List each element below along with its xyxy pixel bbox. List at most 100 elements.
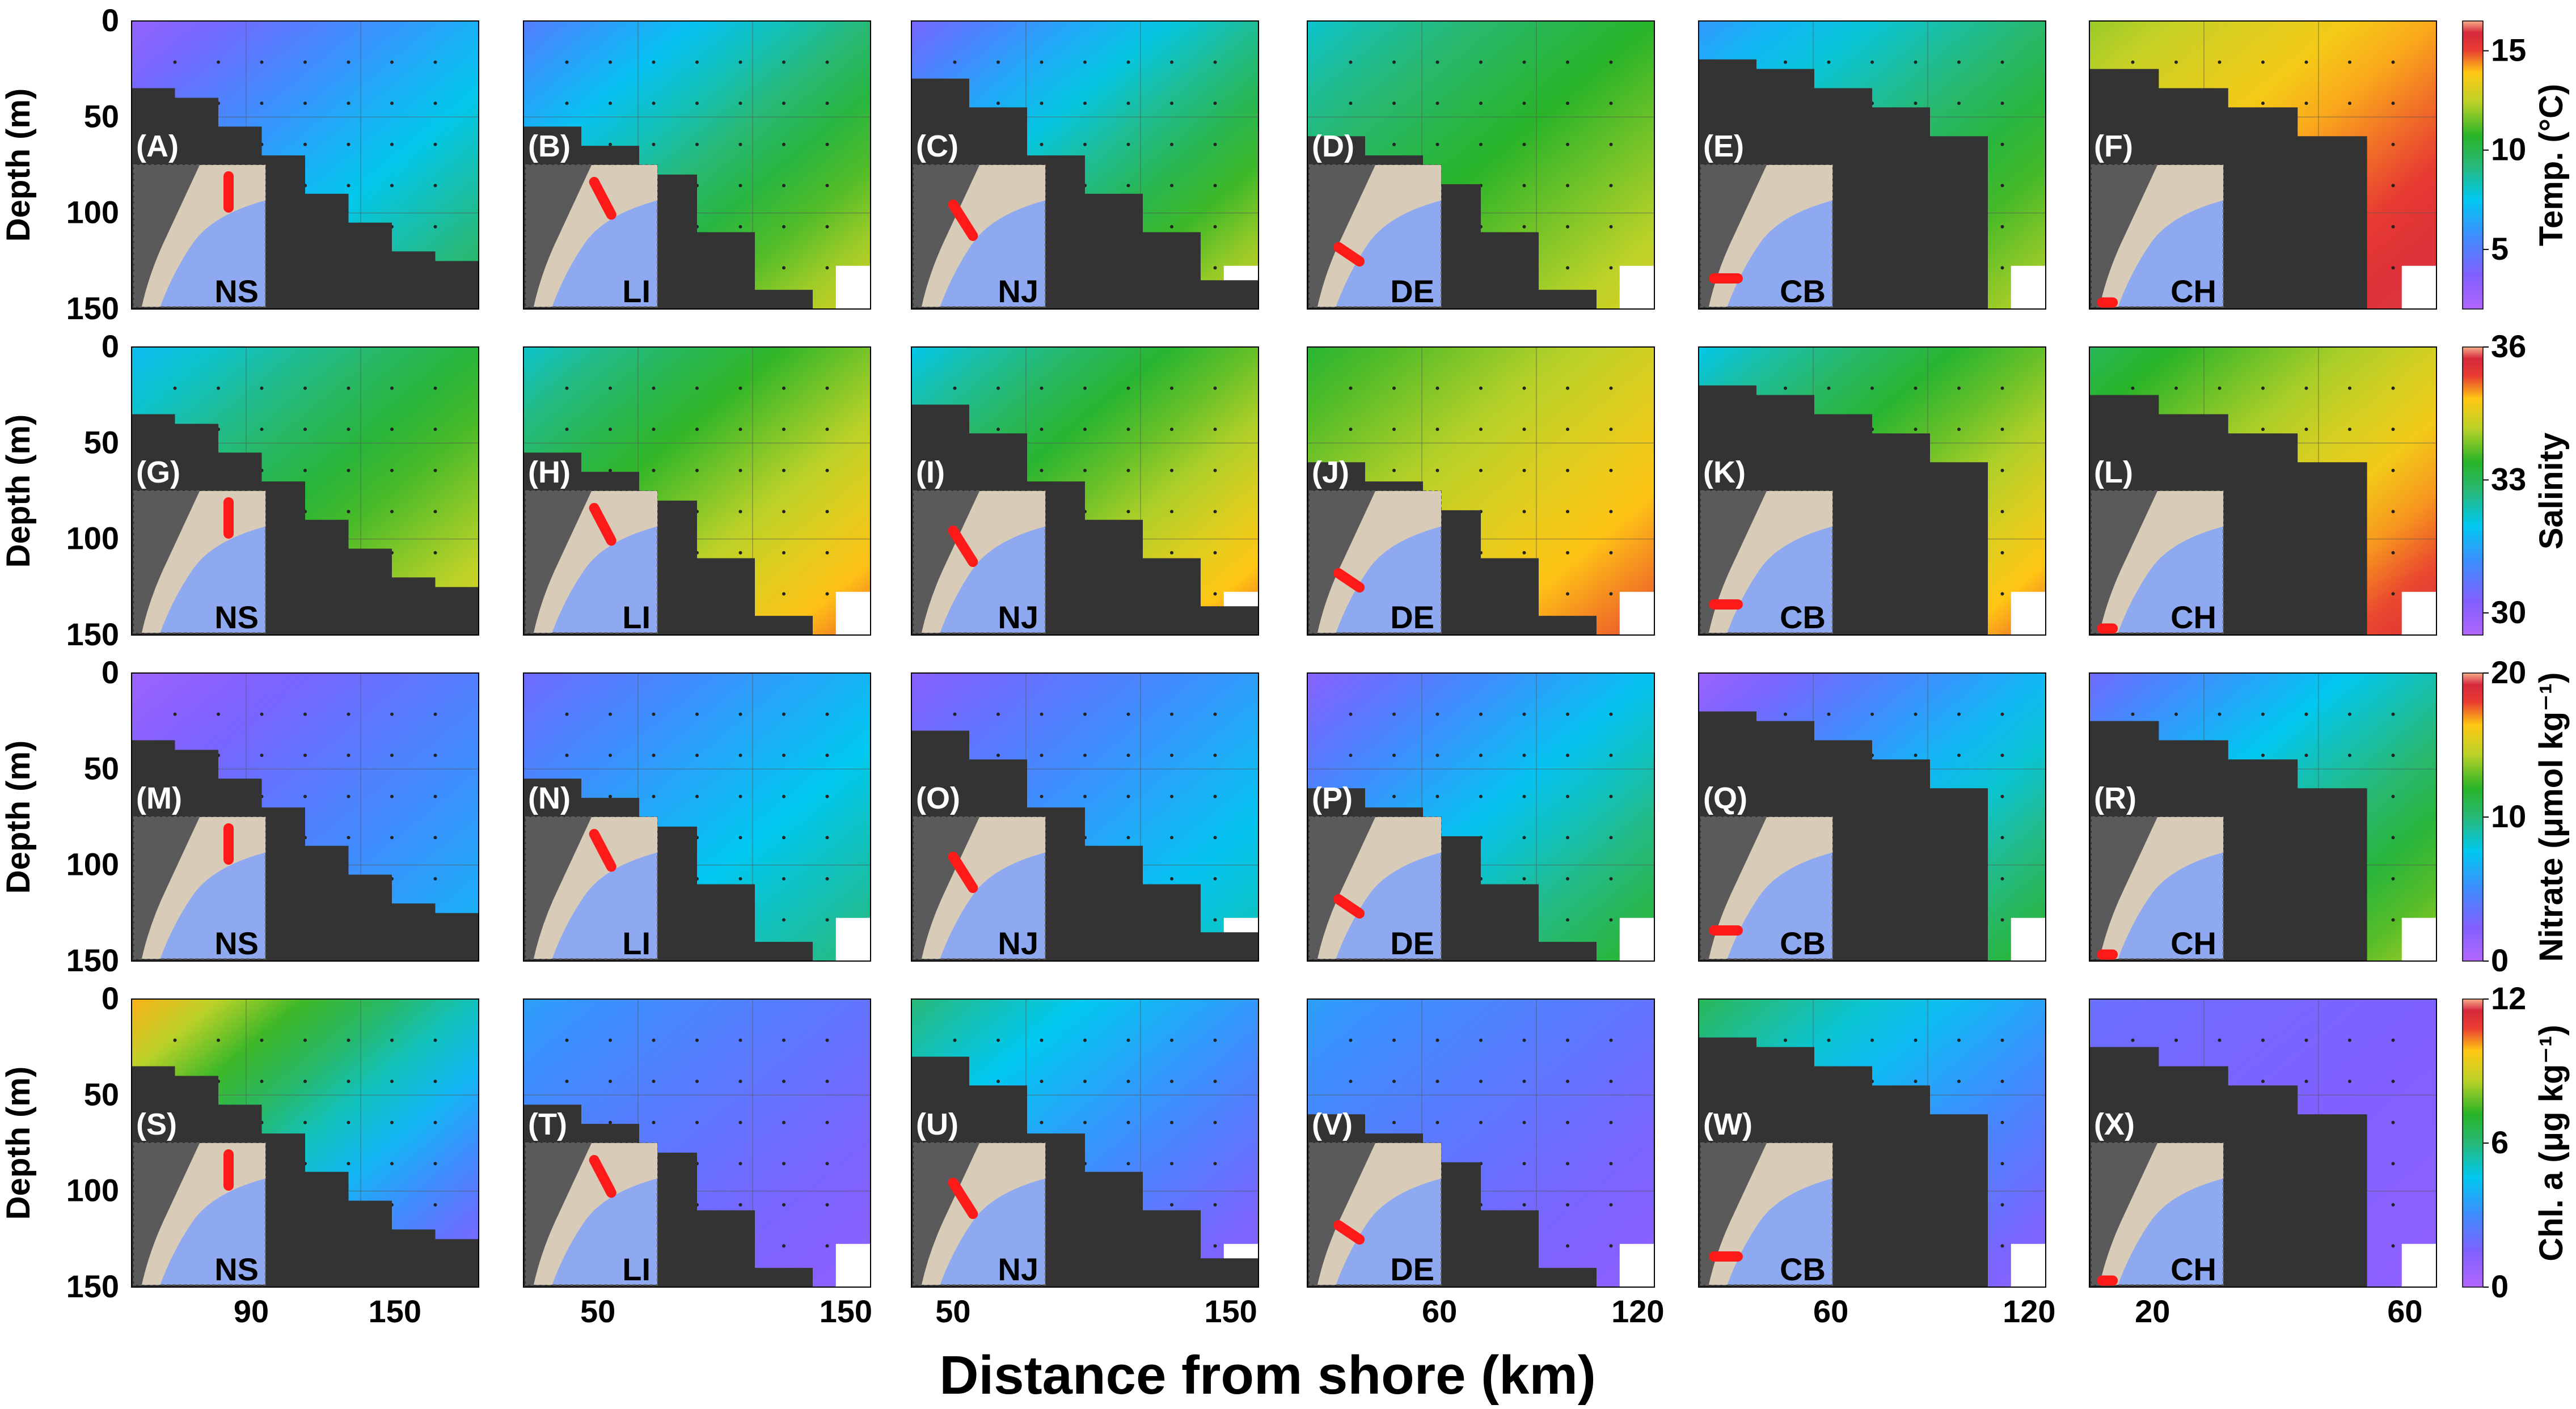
transect-label: DE bbox=[1390, 273, 1434, 309]
sample-point bbox=[1040, 101, 1044, 105]
inset-land-dark bbox=[1310, 1143, 1375, 1285]
sample-point bbox=[1566, 836, 1569, 840]
sample-point bbox=[2000, 60, 2004, 64]
section-panel: (I) NJ bbox=[911, 346, 1259, 636]
sample-point bbox=[1349, 1038, 1353, 1042]
sample-point bbox=[2000, 386, 2004, 390]
transect-label: CB bbox=[1780, 599, 1826, 635]
sample-point bbox=[953, 60, 957, 64]
sample-point bbox=[782, 551, 786, 555]
sample-point bbox=[1566, 712, 1569, 716]
y-axis-title: Depth (m) bbox=[0, 1067, 37, 1220]
sample-point bbox=[1609, 551, 1613, 555]
sample-point bbox=[1566, 386, 1569, 390]
sample-point bbox=[1170, 142, 1173, 146]
sample-point bbox=[825, 101, 829, 105]
sample-point bbox=[347, 428, 350, 431]
sample-point bbox=[1870, 712, 1874, 716]
colorbar: 15 10 5 Temp. (°C) bbox=[2462, 20, 2570, 310]
sample-point bbox=[1083, 712, 1087, 716]
sample-point bbox=[1784, 60, 1787, 64]
no-data-region bbox=[1619, 591, 1654, 635]
sample-point bbox=[2304, 754, 2308, 758]
no-data-region bbox=[2401, 1243, 2436, 1287]
sample-point bbox=[1435, 468, 1439, 472]
panel-letter: (D) bbox=[1312, 129, 1354, 163]
sample-point bbox=[1827, 60, 1831, 64]
sample-point bbox=[2304, 101, 2308, 105]
panel-frame bbox=[131, 998, 479, 1288]
sample-point bbox=[433, 1120, 437, 1124]
no-data-region bbox=[2401, 265, 2436, 309]
sample-point bbox=[347, 712, 350, 716]
sample-point bbox=[1479, 1080, 1483, 1084]
panel-frame bbox=[523, 346, 871, 636]
y-tick-label: 50 bbox=[84, 98, 119, 134]
inset-land-dark bbox=[526, 1143, 592, 1285]
inset-land-dark bbox=[1701, 817, 1767, 959]
colorbar-title: Salinity bbox=[2533, 433, 2570, 549]
colorbar-tick-label: 20 bbox=[2491, 654, 2526, 690]
section-panel: (C) NJ bbox=[911, 20, 1259, 310]
axis-labels: Distance from shore (km) bbox=[939, 1345, 1596, 1406]
inset-land-dark bbox=[914, 817, 979, 959]
sample-point bbox=[782, 1203, 786, 1207]
sample-point bbox=[1566, 794, 1569, 798]
sample-point bbox=[609, 794, 612, 798]
sample-point bbox=[1040, 142, 1044, 146]
sample-point bbox=[1213, 184, 1217, 188]
y-tick-label: 150 bbox=[66, 942, 119, 978]
y-axis-title: Depth (m) bbox=[0, 88, 37, 242]
sample-point bbox=[1040, 468, 1044, 472]
sample-point bbox=[738, 836, 742, 840]
sample-point bbox=[825, 225, 829, 229]
sample-point bbox=[1870, 60, 1874, 64]
sample-point bbox=[2391, 184, 2395, 188]
colorbar-title: Chl. a (μg kg⁻¹) bbox=[2533, 1025, 2570, 1261]
sample-point bbox=[695, 754, 699, 758]
sample-point bbox=[2391, 551, 2395, 555]
sample-point bbox=[1566, 225, 1569, 229]
sample-point bbox=[1213, 918, 1217, 922]
y-tick-label: 150 bbox=[66, 1268, 119, 1304]
sample-point bbox=[782, 754, 786, 758]
sample-point bbox=[1566, 60, 1569, 64]
sample-point bbox=[1170, 794, 1173, 798]
sample-point bbox=[303, 1120, 307, 1124]
sample-point bbox=[2261, 428, 2265, 431]
panel-letter: (C) bbox=[916, 129, 958, 163]
sample-point bbox=[953, 1038, 957, 1042]
sample-point bbox=[433, 1203, 437, 1207]
sample-point bbox=[738, 712, 742, 716]
transect-marker bbox=[589, 1155, 616, 1198]
sample-point bbox=[1957, 1038, 1961, 1042]
sample-point bbox=[825, 1244, 829, 1248]
sample-point bbox=[1083, 142, 1087, 146]
sample-point bbox=[347, 1038, 350, 1042]
sample-point bbox=[2391, 918, 2395, 922]
sample-point bbox=[260, 428, 264, 431]
inset-land-dark bbox=[2092, 165, 2157, 307]
sample-point bbox=[433, 510, 437, 514]
sample-point bbox=[433, 754, 437, 758]
sample-point bbox=[347, 1120, 350, 1124]
sample-point bbox=[303, 1080, 307, 1084]
panel-letter: (B) bbox=[528, 129, 571, 163]
colorbar-title: Temp. (°C) bbox=[2533, 84, 2570, 246]
sample-point bbox=[2000, 1244, 2004, 1248]
sample-point bbox=[695, 1038, 699, 1042]
sample-point bbox=[565, 1080, 569, 1084]
sample-point bbox=[825, 794, 829, 798]
sample-point bbox=[1566, 510, 1569, 514]
sample-point bbox=[1479, 428, 1483, 431]
sample-point bbox=[1392, 386, 1396, 390]
sample-point bbox=[652, 794, 656, 798]
x-axis-title: Distance from shore (km) bbox=[939, 1345, 1596, 1406]
sample-point bbox=[433, 877, 437, 881]
section-panel: (P) DE bbox=[1307, 672, 1655, 962]
sample-point bbox=[303, 101, 307, 105]
sample-point bbox=[347, 510, 350, 514]
sample-point bbox=[2000, 1203, 2004, 1207]
sample-point bbox=[2391, 468, 2395, 472]
transect-label: CH bbox=[2170, 273, 2216, 309]
